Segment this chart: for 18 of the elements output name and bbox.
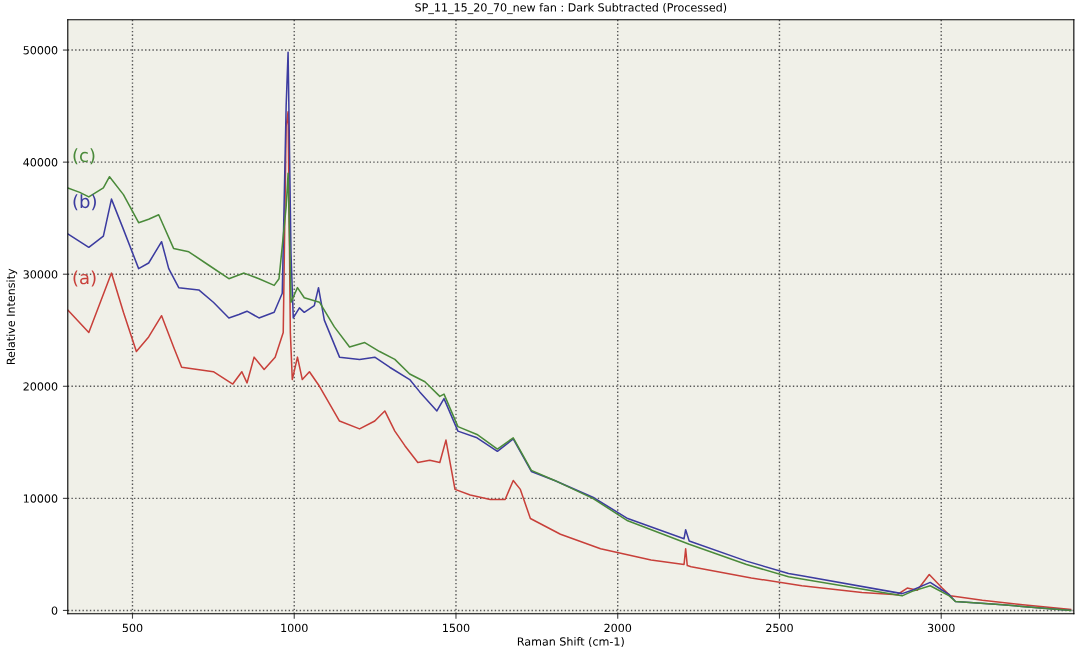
y-tick-label: 40000 <box>23 158 58 167</box>
x-tick-label: 2500 <box>766 623 793 633</box>
series-label: (b) <box>73 194 96 211</box>
x-tick-label: 1500 <box>443 623 470 633</box>
series-label: (c) <box>73 148 95 165</box>
x-tick-label: 2000 <box>604 623 632 633</box>
chart-title: SP_11_15_20_70_new fan : Dark Subtracted (Processed) <box>415 3 727 15</box>
y-tick-label: 10000 <box>23 494 58 503</box>
y-tick-label: 30000 <box>23 270 58 279</box>
x-tick-label: 3000 <box>927 623 955 633</box>
x-axis-title: Raman Shift (cm-1) <box>517 637 624 647</box>
y-tick-label: 50000 <box>23 46 58 55</box>
y-tick-label: 20000 <box>23 382 58 391</box>
x-tick-label: 500 <box>122 623 143 633</box>
y-tick-label: 0 <box>51 606 58 615</box>
y-axis-title: Relative Intensity <box>6 268 18 365</box>
series-label: (a) <box>73 270 96 287</box>
x-tick-label: 1000 <box>281 623 308 633</box>
